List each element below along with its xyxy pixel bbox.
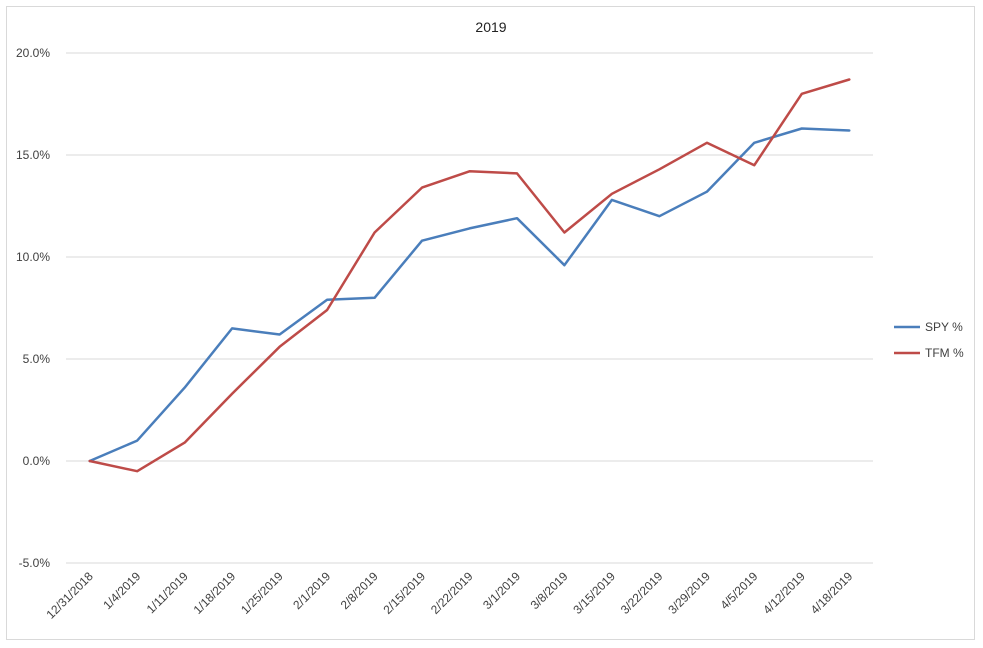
legend: SPY % TFM %	[894, 320, 964, 360]
line-chart: 2019 -5.0% 0.0% 5.0% 10.0% 15.0% 20.0% 12/31/…	[16, 19, 964, 622]
x-tick-label: 3/8/2019	[528, 569, 571, 612]
x-tick-label: 4/12/2019	[760, 569, 808, 617]
y-tick-label: 5.0%	[23, 352, 51, 366]
x-tick-label: 1/11/2019	[144, 569, 191, 616]
series-lines	[88, 78, 851, 473]
legend-label: TFM %	[925, 346, 964, 360]
x-tick-label: 1/4/2019	[100, 569, 143, 612]
x-axis-ticks: 12/31/2018 1/4/2019 1/11/2019 1/18/2019 1/25…	[43, 569, 855, 622]
x-tick-label: 4/18/2019	[808, 569, 856, 617]
gridlines	[66, 52, 873, 564]
x-tick-label: 4/5/2019	[718, 569, 761, 612]
x-tick-label: 1/18/2019	[191, 569, 239, 617]
x-tick-label: 3/29/2019	[665, 569, 713, 617]
series-line-tfm	[88, 78, 851, 473]
y-tick-label: 10.0%	[16, 250, 50, 264]
x-tick-label: 1/25/2019	[238, 569, 286, 617]
x-tick-label: 3/1/2019	[480, 569, 523, 612]
x-tick-label: 2/8/2019	[338, 569, 381, 612]
y-tick-label: 20.0%	[16, 46, 50, 60]
x-tick-label: 2/1/2019	[290, 569, 333, 612]
x-tick-label: 12/31/2018	[43, 569, 96, 622]
y-tick-label: -5.0%	[19, 556, 51, 570]
y-tick-label: 15.0%	[16, 148, 50, 162]
y-tick-label: 0.0%	[23, 454, 51, 468]
series-line-spy	[88, 127, 851, 463]
x-tick-label: 2/15/2019	[380, 569, 428, 617]
x-tick-label: 3/15/2019	[570, 569, 618, 617]
x-tick-label: 2/22/2019	[428, 569, 476, 617]
chart-area: 2019 -5.0% 0.0% 5.0% 10.0% 15.0% 20.0% 12/31/…	[6, 6, 975, 640]
legend-label: SPY %	[925, 320, 963, 334]
y-axis-ticks: -5.0% 0.0% 5.0% 10.0% 15.0% 20.0%	[16, 46, 50, 570]
x-tick-label: 3/22/2019	[618, 569, 666, 617]
chart-title: 2019	[475, 19, 506, 35]
